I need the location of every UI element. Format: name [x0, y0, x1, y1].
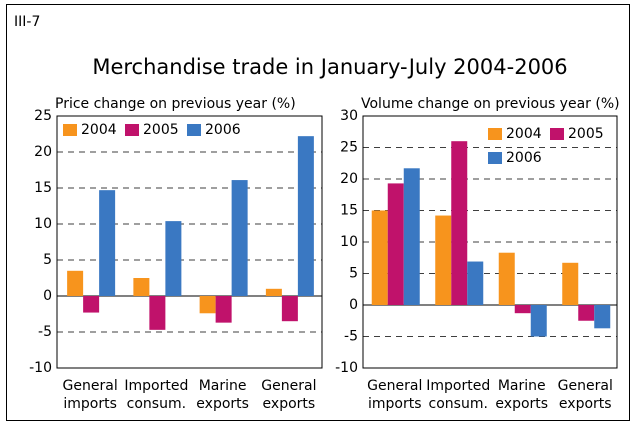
legend-label: 2006: [506, 150, 542, 166]
legend-swatch: [550, 128, 564, 140]
bar: [67, 270, 84, 296]
bar: [467, 261, 484, 305]
bar: [594, 305, 611, 329]
legend-label: 2005: [143, 122, 179, 138]
legend-label: 2005: [568, 126, 604, 142]
y-tick-label: 25: [34, 108, 52, 124]
figure-label: III-7: [14, 14, 40, 30]
x-tick-label: consum.: [127, 396, 186, 412]
bar: [387, 183, 404, 305]
x-tick-label: Imported: [426, 378, 490, 394]
x-tick-label: General: [261, 378, 316, 394]
y-tick-label: 10: [34, 216, 52, 232]
x-tick-label: imports: [63, 396, 117, 412]
bar: [498, 252, 515, 305]
x-tick-label: Marine: [498, 378, 546, 394]
bar: [133, 278, 150, 296]
bar: [514, 305, 531, 314]
legend-swatch: [125, 124, 139, 136]
y-tick-label: 5: [349, 266, 358, 282]
x-tick-label: exports: [263, 396, 316, 412]
x-tick-label: exports: [495, 396, 548, 412]
legend-swatch: [63, 124, 77, 136]
x-tick-label: General: [367, 378, 422, 394]
x-tick-label: imports: [368, 396, 422, 412]
bar: [149, 296, 166, 330]
bar: [530, 305, 547, 337]
legend-swatch: [187, 124, 201, 136]
bar: [578, 305, 595, 321]
legend-swatch: [488, 152, 502, 164]
axis-title: Volume change on previous year (%): [361, 96, 620, 112]
y-tick-label: 0: [43, 288, 52, 304]
y-tick-label: 20: [340, 171, 358, 187]
axis-title: Price change on previous year (%): [55, 96, 296, 112]
figure-title: Merchandise trade in January-July 2004-2…: [92, 55, 567, 79]
bar: [83, 296, 100, 313]
bar: [562, 262, 579, 305]
x-tick-label: Marine: [199, 378, 247, 394]
frame: [6, 4, 630, 421]
x-tick-label: Imported: [124, 378, 188, 394]
bar: [297, 136, 314, 296]
y-tick-label: 15: [340, 203, 358, 219]
x-tick-label: General: [63, 378, 118, 394]
plot-frame: [56, 115, 323, 369]
y-tick-label: -5: [344, 329, 358, 345]
y-tick-label: -5: [38, 324, 52, 340]
y-tick-label: 0: [349, 297, 358, 313]
legend-label: 2004: [81, 122, 117, 138]
bar: [371, 210, 388, 305]
bar: [231, 180, 248, 296]
bar: [281, 296, 298, 322]
bar: [165, 221, 182, 296]
bar: [265, 288, 282, 296]
x-tick-label: General: [558, 378, 613, 394]
bar: [215, 296, 232, 323]
legend-label: 2006: [205, 122, 241, 138]
legend-label: 2004: [506, 126, 542, 142]
y-tick-label: 5: [43, 252, 52, 268]
y-tick-label: 15: [34, 180, 52, 196]
bar: [99, 190, 116, 296]
bar: [435, 215, 452, 305]
x-tick-label: consum.: [429, 396, 488, 412]
y-tick-label: 30: [340, 108, 358, 124]
y-tick-label: 25: [340, 140, 358, 156]
plot-frame: [362, 115, 618, 369]
y-tick-label: 20: [34, 144, 52, 160]
bar: [403, 168, 420, 305]
x-tick-label: exports: [559, 396, 612, 412]
bar: [199, 296, 216, 314]
bar: [451, 141, 468, 305]
y-tick-label: 10: [340, 234, 358, 250]
legend-swatch: [488, 128, 502, 140]
y-tick-label: -10: [29, 360, 52, 376]
x-tick-label: exports: [196, 396, 249, 412]
y-tick-label: -10: [335, 360, 358, 376]
